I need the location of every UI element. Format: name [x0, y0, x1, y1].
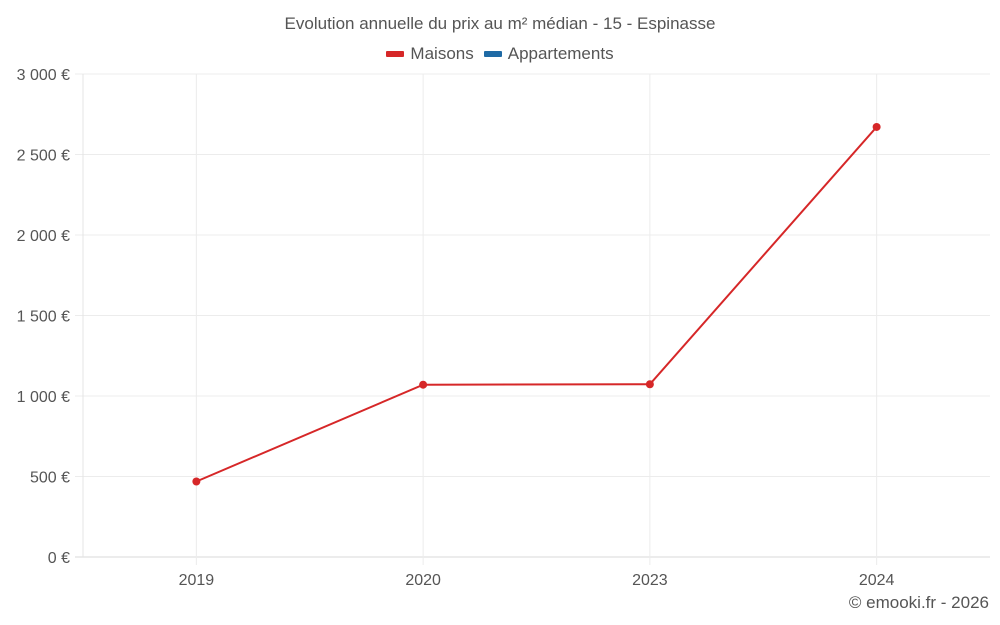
legend-item-maisons[interactable]: Maisons [386, 44, 474, 64]
series-maisons [192, 122, 881, 486]
y-tick-label: 2 000 € [17, 228, 70, 245]
x-tick-label: 2024 [859, 572, 895, 589]
y-tick-label: 500 € [30, 470, 70, 487]
x-tick-label: 2019 [179, 572, 215, 589]
legend-swatch-icon [386, 51, 405, 57]
y-tick-label: 3 000 € [17, 67, 70, 84]
x-tick-label: 2023 [632, 572, 668, 589]
y-axis: 0 € 500 € 1 000 € 1 500 € 2 000 € 2 500 € 3 00… [17, 67, 70, 567]
y-tick-label: 1 000 € [17, 389, 70, 406]
y-tick-label: 0 € [48, 550, 70, 567]
chart-title: Evolution annuelle du prix au m² médian … [284, 14, 716, 33]
legend-label: Maisons [410, 44, 474, 63]
legend-item-appartements[interactable]: Appartements [483, 44, 614, 64]
data-point-marker[interactable] [419, 380, 428, 389]
data-point-marker[interactable] [192, 477, 201, 486]
series-line [195, 126, 878, 483]
y-tick-label: 1 500 € [17, 309, 70, 326]
data-point-marker[interactable] [872, 122, 881, 131]
x-tick-label: 2020 [405, 572, 441, 589]
data-point-marker[interactable] [645, 380, 654, 389]
legend-swatch-icon [483, 51, 502, 57]
legend: Maisons Appartements [0, 44, 1000, 64]
y-tick-label: 2 500 € [17, 148, 70, 165]
gridlines [75, 73, 990, 565]
x-axis: 2019 2020 2023 2024 [179, 572, 895, 589]
legend-label: Appartements [507, 44, 614, 63]
copyright-credit: © emooki.fr - 2026 [848, 593, 989, 612]
